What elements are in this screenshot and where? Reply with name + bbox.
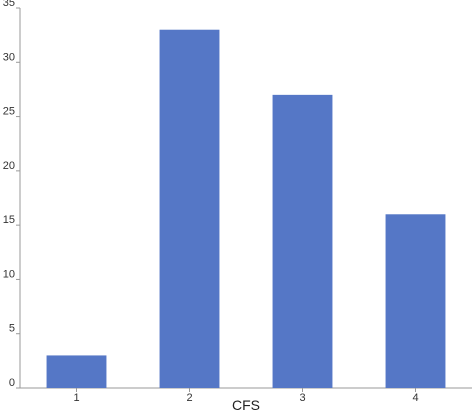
x-ticks: 1 2 3 4 [73, 388, 419, 404]
y-tick-label: 5 [9, 323, 15, 335]
bar [46, 355, 107, 388]
bar [272, 94, 333, 388]
y-axis: 0 5 10 15 20 25 30 35 [3, 0, 21, 389]
y-tick-label: 30 [3, 51, 15, 63]
y-tick-label: 35 [3, 0, 15, 9]
y-tick-label: 15 [3, 214, 15, 226]
x-tick-label: 1 [73, 392, 79, 404]
bars [46, 29, 446, 388]
bar [159, 29, 220, 388]
y-tick-label: 10 [3, 268, 15, 280]
y-ticks: 0 5 10 15 20 25 30 35 [3, 0, 20, 389]
bar [385, 214, 446, 388]
y-tick-label: 0 [9, 377, 15, 389]
x-tick-label: 3 [299, 392, 305, 404]
y-tick-label: 20 [3, 160, 15, 172]
x-tick-label: 2 [186, 392, 192, 404]
y-tick-label: 25 [3, 106, 15, 118]
x-axis-title: CFS [232, 397, 260, 413]
x-tick-label: 4 [412, 392, 418, 404]
